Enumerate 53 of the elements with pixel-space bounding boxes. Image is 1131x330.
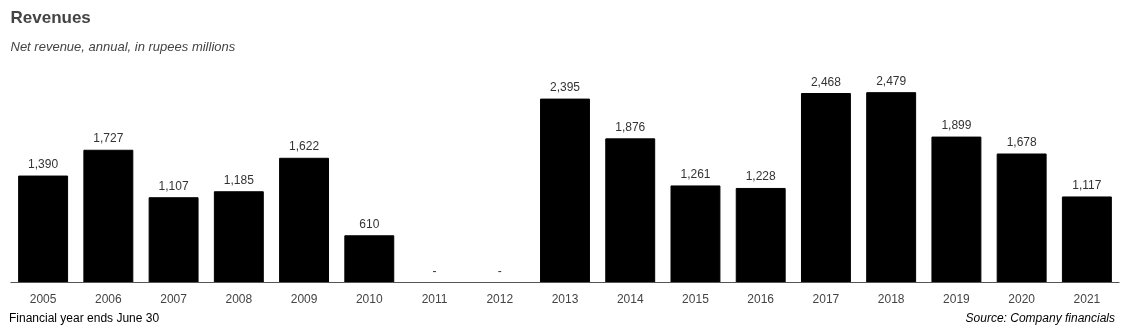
x-tick-label: 2006 <box>95 291 123 306</box>
data-label: 1,117 <box>1072 177 1102 192</box>
bar <box>279 157 330 283</box>
x-tick-label: 2005 <box>29 291 57 306</box>
data-label: 1,228 <box>745 169 777 184</box>
data-label: 1,899 <box>941 118 972 133</box>
data-label: 1,622 <box>289 139 320 154</box>
x-tick-label: 2007 <box>160 291 188 306</box>
bar <box>1061 196 1112 283</box>
bar <box>83 149 134 283</box>
bar <box>605 138 656 283</box>
x-tick-label: 2017 <box>812 291 840 306</box>
data-label: 1,876 <box>615 119 646 134</box>
bar <box>735 187 786 283</box>
x-tick-label: 2012 <box>486 291 514 306</box>
chart-subtitle: Net revenue, annual, in rupees millions <box>10 38 236 54</box>
bar <box>670 185 721 283</box>
data-label: 2,468 <box>810 74 842 89</box>
x-tick-label: 2020 <box>1008 291 1036 306</box>
bar <box>800 93 851 283</box>
data-label: 2,479 <box>876 73 907 88</box>
x-tick-label: 2018 <box>877 291 905 306</box>
text: Financial year ends June 30 <box>9 310 160 327</box>
bar <box>996 153 1047 283</box>
data-label: 1,390 <box>28 157 59 172</box>
x-tick-label: 2019 <box>943 291 971 306</box>
x-tick-label: 2015 <box>682 291 710 306</box>
data-label: 1,678 <box>1006 135 1037 150</box>
bar <box>931 136 982 283</box>
data-label: 1,727 <box>93 131 124 146</box>
chart-title: Revenues <box>10 7 91 27</box>
data-label: 1,261 <box>680 166 711 181</box>
data-label: 610 <box>359 216 380 231</box>
bar <box>540 98 590 283</box>
text: - <box>432 263 437 278</box>
bar <box>866 92 917 283</box>
x-tick-label: 2013 <box>551 291 579 306</box>
x-tick-label: 2021 <box>1073 291 1101 306</box>
data-label: 1,107 <box>158 178 189 193</box>
x-tick-label: 2010 <box>355 291 383 306</box>
x-tick-label: 2011 <box>421 291 448 306</box>
x-tick-label: 2009 <box>290 291 318 306</box>
source-note: Source: Company financials <box>965 310 1115 327</box>
x-tick-label: 2008 <box>225 291 253 306</box>
bar <box>213 191 264 283</box>
bar <box>148 197 199 283</box>
text: - <box>497 263 502 278</box>
x-tick-label: 2016 <box>747 291 775 306</box>
bar <box>18 175 69 283</box>
data-label: 1,185 <box>223 172 255 187</box>
data-label: 2,395 <box>549 80 581 95</box>
x-tick-label: 2014 <box>616 291 644 306</box>
bar <box>344 235 395 283</box>
